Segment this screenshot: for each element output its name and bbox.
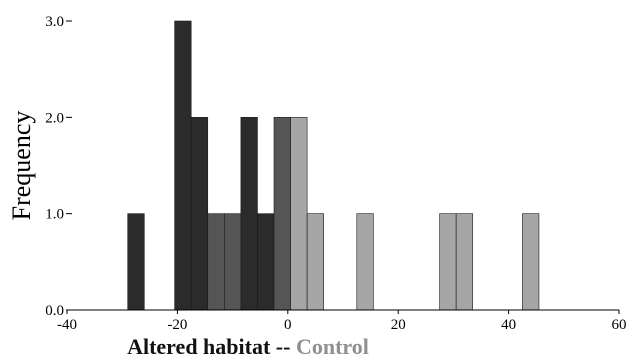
bar-1-1	[224, 213, 242, 311]
bar-0-2	[190, 117, 209, 311]
bar-2-0	[290, 117, 308, 311]
x-axis-label-part-0: Altered habitat	[127, 334, 271, 357]
x-tick-label-1: -20	[167, 317, 187, 333]
x-tick-label-5: 60	[612, 317, 627, 333]
x-tick-label-2: 0	[284, 317, 292, 333]
bar-0-3	[240, 117, 258, 311]
bar-2-2	[356, 213, 374, 311]
y-tick-label-0: 0.0	[45, 303, 64, 319]
bars-group	[127, 20, 540, 311]
x-axis-label-part-2: Control	[296, 334, 369, 357]
y-tick-label-3: 3.0	[45, 14, 64, 30]
x-axis-label: Altered habitat -- Control	[127, 334, 369, 357]
y-tick-label-2: 2.0	[45, 110, 64, 126]
y-ticks: 0.0 1.0 2.0 3.0	[45, 14, 72, 319]
bar-2-3	[439, 213, 457, 311]
x-tick-label-0: -40	[57, 317, 77, 333]
bar-0-0	[127, 213, 145, 311]
bar-2-5	[522, 213, 540, 311]
y-tick-label-1: 1.0	[45, 207, 64, 223]
bar-1-0	[207, 213, 225, 311]
y-axis-label: Frequency	[7, 111, 36, 221]
x-tick-label-3: 20	[391, 317, 406, 333]
bar-0-1	[174, 20, 192, 311]
bar-2-1	[306, 213, 324, 311]
x-tick-label-4: 40	[501, 317, 516, 333]
x-axis-label-part-1: --	[270, 334, 296, 357]
bar-1-2	[273, 117, 291, 311]
bar-2-4	[455, 213, 474, 311]
bar-0-4	[257, 213, 275, 311]
x-ticks: -40 -20 0 20 40 60	[57, 310, 627, 333]
